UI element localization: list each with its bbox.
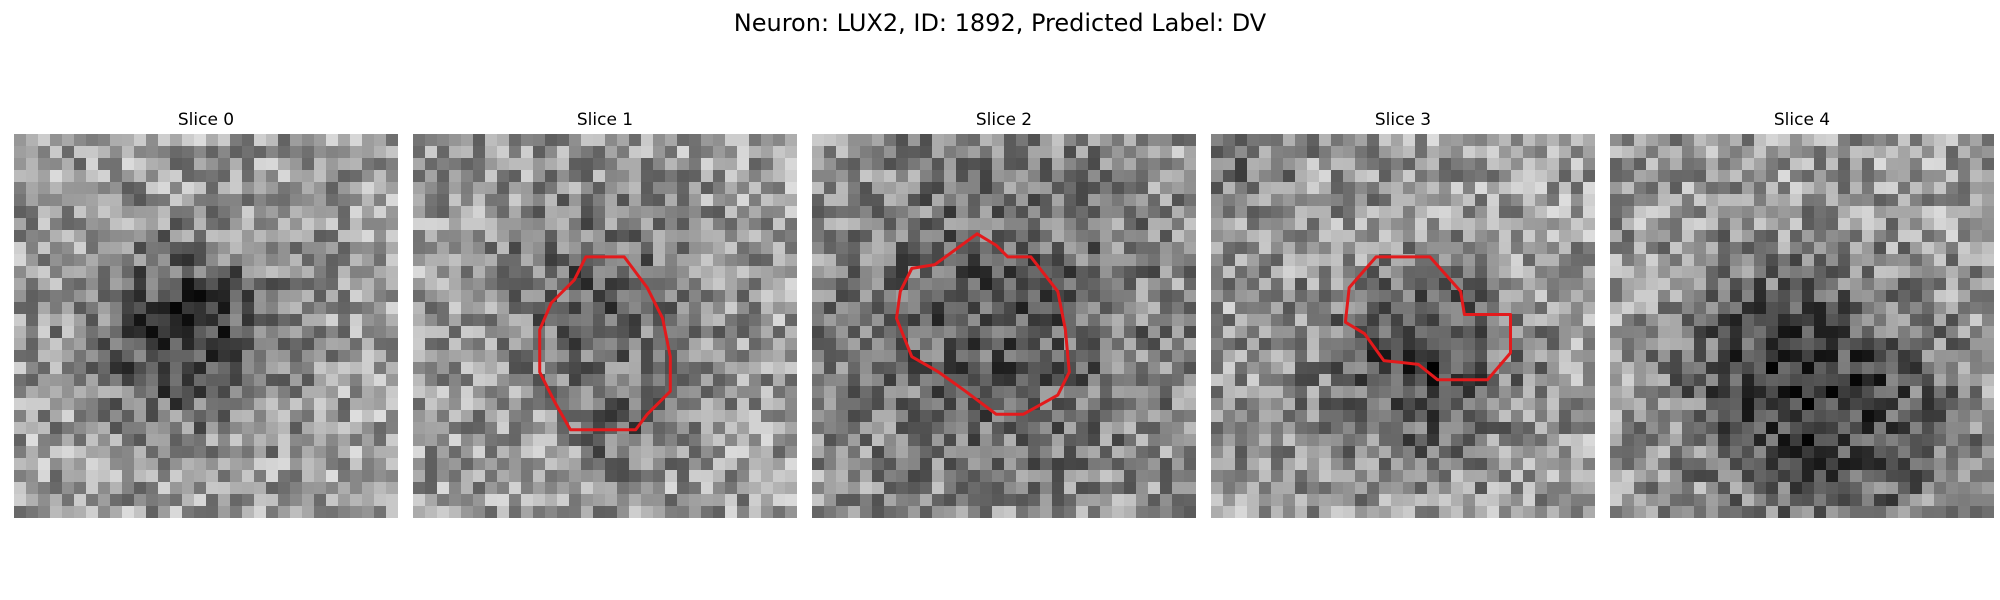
panel-slice-1: Slice 1 bbox=[413, 108, 797, 522]
slice-image-3 bbox=[1211, 134, 1595, 518]
panel-title-slice-1: Slice 1 bbox=[576, 110, 634, 130]
panel-title-slice-3: Slice 3 bbox=[1374, 110, 1432, 130]
panel-title-slice-0: Slice 0 bbox=[177, 110, 235, 130]
roi-contour-1 bbox=[538, 255, 672, 432]
slice-image-2 bbox=[812, 134, 1196, 518]
pixel-grid bbox=[14, 134, 398, 518]
panel-slice-3: Slice 3 bbox=[1211, 108, 1595, 522]
panel-title-slice-2: Slice 2 bbox=[975, 110, 1033, 130]
panel-title-slice-4: Slice 4 bbox=[1773, 110, 1831, 130]
panel-slice-0: Slice 0 bbox=[14, 108, 398, 522]
roi-contour-3 bbox=[1343, 255, 1512, 382]
panel-slice-2: Slice 2 bbox=[812, 108, 1196, 522]
pixel-grid bbox=[1610, 134, 1994, 518]
slice-image-0 bbox=[14, 134, 398, 518]
pixel-grid bbox=[1211, 134, 1595, 518]
pixel-grid bbox=[812, 134, 1196, 518]
slice-image-1 bbox=[413, 134, 797, 518]
pixel-grid bbox=[413, 134, 797, 518]
slice-image-4 bbox=[1610, 134, 1994, 518]
figure-title: Neuron: LUX2, ID: 1892, Predicted Label:… bbox=[733, 9, 1267, 37]
roi-contour-2 bbox=[895, 232, 1071, 416]
panel-slice-4: Slice 4 bbox=[1610, 108, 1994, 522]
